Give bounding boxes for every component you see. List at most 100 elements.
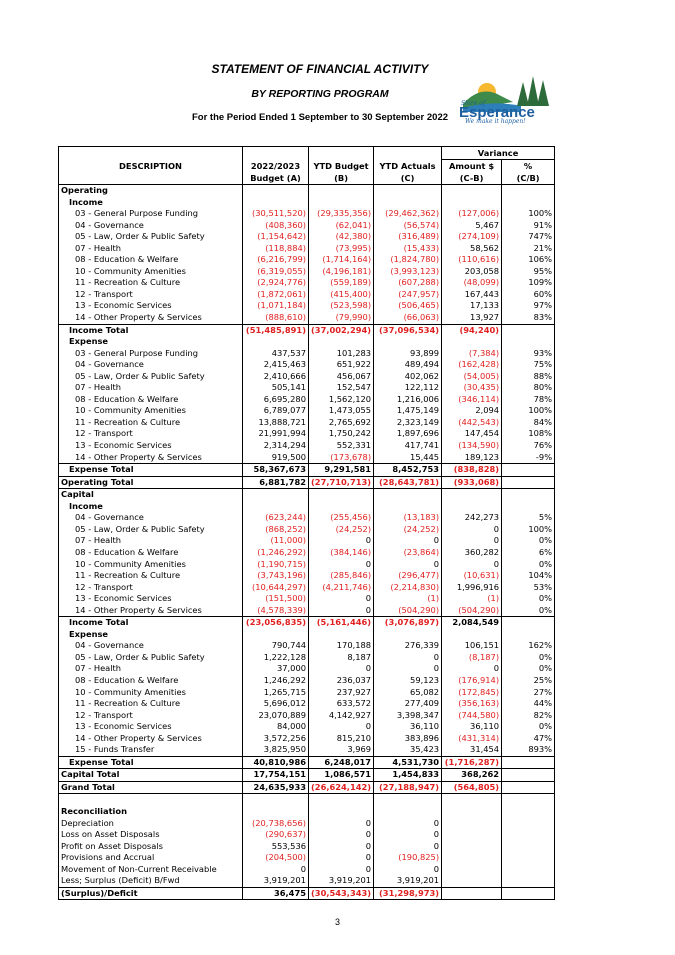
col-budget: 2022/2023 xyxy=(242,159,309,172)
col-ytd-actuals-sub: (C) xyxy=(373,172,443,185)
row-value: -9% xyxy=(535,451,553,462)
row-value: 100% xyxy=(528,405,553,416)
row-value: 0 xyxy=(308,840,375,853)
row-value: 815,210 xyxy=(308,732,375,745)
row-value: (30,511,520) xyxy=(242,208,309,220)
report-period: For the Period Ended 1 September to 30 S… xyxy=(191,112,449,123)
row-value: (1) xyxy=(441,593,503,605)
row-label: Profit on Asset Disposals xyxy=(58,840,243,853)
row-value: 417,741 xyxy=(373,440,443,452)
row-value xyxy=(373,336,443,348)
row-value: 0 xyxy=(308,604,375,617)
row-value: 162% xyxy=(528,640,553,651)
row-value: 17,133 xyxy=(441,300,503,313)
row-value: 65,082 xyxy=(373,686,443,699)
row-value xyxy=(441,628,503,641)
row-label: Operating xyxy=(58,184,243,197)
logo-tagline: We make it happen! xyxy=(465,118,526,125)
row-value: 0 xyxy=(373,817,443,830)
table-row: 08 - Education & Welfare 1,246,292 236,037… xyxy=(58,674,555,687)
row-value: (13,183) xyxy=(373,512,443,524)
row-value: 6,248,017 xyxy=(308,755,375,769)
row-label: 05 - Law, Order & Public Safety xyxy=(58,231,243,243)
row-label: 03 - General Purpose Funding xyxy=(58,347,243,360)
row-label: Capital xyxy=(58,488,243,501)
row-value: 84% xyxy=(533,416,553,427)
row-value: 0% xyxy=(538,663,553,674)
row-value: (933,068) xyxy=(441,475,503,489)
row-value: 553,536 xyxy=(242,840,309,853)
row-value: (255,456) xyxy=(308,512,375,524)
row-value: 5% xyxy=(538,512,553,523)
table-row: 11 - Recreation & Culture (3,743,196) (285… xyxy=(58,570,555,582)
row-value: 0% xyxy=(538,535,553,546)
row-label: Operating Total xyxy=(58,475,243,490)
row-value: 152,547 xyxy=(308,382,375,394)
row-value: (1,246,292) xyxy=(242,546,309,559)
table-row: 13 - Economic Services (1,071,184) (523,59… xyxy=(58,300,555,313)
row-value: 147,454 xyxy=(441,428,503,441)
table-row: Reconciliation xyxy=(58,805,555,818)
row-label: Income Total xyxy=(58,616,243,629)
row-value: 360,282 xyxy=(441,546,503,559)
row-label: 14 - Other Property & Services xyxy=(58,604,243,617)
row-value: (151,500) xyxy=(242,593,309,605)
row-value: (162,428) xyxy=(441,359,503,371)
row-value xyxy=(308,793,375,806)
row-value: 100% xyxy=(528,523,553,534)
row-label: Expense xyxy=(58,336,243,348)
row-value: 402,062 xyxy=(373,370,443,383)
row-value: (54,005) xyxy=(441,370,503,383)
row-value: 0 xyxy=(373,558,443,571)
row-value: (51,485,891) xyxy=(242,323,309,337)
table-row: 07 - Health 505,141 152,547 122,112 (30,435)… xyxy=(58,382,555,394)
row-value: (1,154,642) xyxy=(242,231,309,243)
row-label: 04 - Governance xyxy=(58,640,243,652)
col-pct: % xyxy=(523,161,533,171)
row-value: 17,754,151 xyxy=(242,768,309,782)
page-number: 3 xyxy=(334,917,340,927)
row-value xyxy=(441,793,503,806)
table-row: 10 - Community Amenities 1,265,715 237,927… xyxy=(58,686,555,699)
row-value: 0 xyxy=(373,829,443,841)
row-value: 3,572,256 xyxy=(242,732,309,745)
row-value xyxy=(441,500,503,513)
row-label: Income xyxy=(58,500,243,513)
row-label: 07 - Health xyxy=(58,535,243,547)
row-value: 0 xyxy=(308,721,375,733)
row-value: 368,262 xyxy=(441,768,503,782)
row-value xyxy=(242,500,309,513)
row-label: 04 - Governance xyxy=(58,219,243,232)
row-value: 1,750,242 xyxy=(308,428,375,441)
row-value xyxy=(441,196,503,209)
row-value: (384,146) xyxy=(308,546,375,559)
row-value: 1,562,120 xyxy=(308,393,375,406)
row-value: (134,590) xyxy=(441,440,503,452)
table-row: 14 - Other Property & Services (4,578,339… xyxy=(58,604,555,617)
table-row: Provisions and Accrual (204,500) 0 (190,825… xyxy=(58,852,555,864)
row-value: 0 xyxy=(308,593,375,605)
row-value: 95% xyxy=(533,265,553,276)
row-value: (10,644,297) xyxy=(242,581,309,594)
table-row: 13 - Economic Services 2,314,294 552,331 41… xyxy=(58,440,555,452)
row-value xyxy=(373,805,443,818)
row-value: (23,056,835) xyxy=(242,616,309,629)
row-value: 3,919,201 xyxy=(242,875,309,888)
table-row: Income Total (23,056,835) (5,161,446) (3,07… xyxy=(58,616,555,629)
row-value: 31,454 xyxy=(441,744,503,757)
row-value: (27,710,713) xyxy=(308,475,375,490)
row-value: (1,716,287) xyxy=(441,755,503,769)
row-value: 2,094 xyxy=(441,405,503,417)
row-value: (8,187) xyxy=(441,651,503,664)
row-value: 15,445 xyxy=(373,451,443,464)
row-value: (24,252) xyxy=(373,523,443,536)
row-value: 36,110 xyxy=(373,721,443,733)
row-value: (6,216,799) xyxy=(242,254,309,266)
row-label: 13 - Economic Services xyxy=(58,721,243,733)
table-row: 04 - Governance (408,360) (62,041) (56,574)… xyxy=(58,219,555,232)
row-label: 05 - Law, Order & Public Safety xyxy=(58,651,243,664)
col-amount: Amount $ xyxy=(441,159,503,172)
row-value: 93% xyxy=(533,347,553,358)
row-value: 91% xyxy=(533,219,553,230)
row-value: 106% xyxy=(528,254,553,265)
